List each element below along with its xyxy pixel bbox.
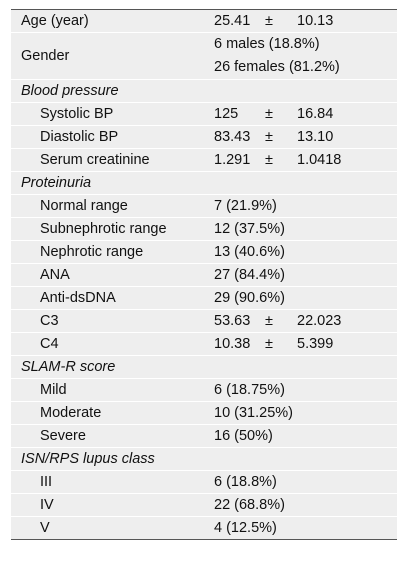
section-label: SLAM-R score [21, 359, 116, 375]
row-label: C4 [40, 336, 59, 352]
sd-value: 10.13 [297, 13, 334, 29]
row-label: Systolic BP [40, 106, 114, 122]
row-label: ANA [40, 267, 70, 283]
row-value: 6 males (18.8%) 26 females (81.2%) [214, 33, 397, 79]
plus-minus-sign: ± [265, 13, 273, 29]
table-row-systolic-bp: Systolic BP 125 ± 16.84 [11, 103, 397, 126]
table-row-serum-creatinine: Serum creatinine 1.291 ± 1.0418 [11, 149, 397, 172]
section-label: Proteinuria [21, 175, 92, 191]
row-label: Normal range [40, 198, 128, 214]
row-label: IV [40, 497, 54, 513]
row-value: 1.291 ± 1.0418 [214, 152, 397, 168]
plus-minus-sign: ± [265, 313, 273, 329]
row-value: 27 (84.4%) [214, 267, 285, 283]
section-header-isn-rps-lupus-class: ISN/RPS lupus class [11, 448, 397, 471]
table-row-diastolic-bp: Diastolic BP 83.43 ± 13.10 [11, 126, 397, 149]
section-header-proteinuria: Proteinuria [11, 172, 397, 195]
row-value: 125 ± 16.84 [214, 106, 397, 122]
plus-minus-sign: ± [265, 336, 273, 352]
row-value: 83.43 ± 13.10 [214, 129, 397, 145]
mean-value: 125 [214, 106, 239, 122]
row-label: Serum creatinine [40, 152, 150, 168]
row-label: Gender [21, 48, 70, 64]
table-row-age: Age (year) 25.41 ± 10.13 [11, 10, 397, 33]
mean-value: 1.291 [214, 152, 251, 168]
table-row-normal-range: Normal range 7 (21.9%) [11, 195, 397, 218]
row-value: 22 (68.8%) [214, 497, 285, 513]
row-label: Mild [40, 382, 67, 398]
row-label: C3 [40, 313, 59, 329]
table-row-c4: C4 10.38 ± 5.399 [11, 333, 397, 356]
row-label: Severe [40, 428, 86, 444]
section-label: ISN/RPS lupus class [21, 451, 155, 467]
plus-minus-sign: ± [265, 152, 273, 168]
table-row-anti-dsdna: Anti-dsDNA 29 (90.6%) [11, 287, 397, 310]
table-row-gender: Gender 6 males (18.8%) 26 females (81.2%… [11, 33, 397, 80]
gender-females: 26 females (81.2%) [214, 59, 340, 75]
row-label: Moderate [40, 405, 102, 421]
table-row-c3: C3 53.63 ± 22.023 [11, 310, 397, 333]
section-label: Blood pressure [21, 83, 119, 99]
row-value: 53.63 ± 22.023 [214, 313, 397, 329]
table-row-subnephrotic-range: Subnephrotic range 12 (37.5%) [11, 218, 397, 241]
table-row-class-v: V 4 (12.5%) [11, 517, 397, 539]
sd-value: 22.023 [297, 313, 342, 329]
row-value: 7 (21.9%) [214, 198, 277, 214]
sd-value: 13.10 [297, 129, 334, 145]
section-header-blood-pressure: Blood pressure [11, 80, 397, 103]
row-value: 10.38 ± 5.399 [214, 336, 397, 352]
row-value: 29 (90.6%) [214, 290, 285, 306]
sd-value: 16.84 [297, 106, 334, 122]
table-row-mild: Mild 6 (18.75%) [11, 379, 397, 402]
row-label: III [40, 474, 53, 490]
row-value: 10 (31.25%) [214, 405, 293, 421]
table-row-class-iii: III 6 (18.8%) [11, 471, 397, 494]
row-value: 16 (50%) [214, 428, 273, 444]
row-label: Anti-dsDNA [40, 290, 116, 306]
row-label: V [40, 520, 50, 536]
mean-value: 53.63 [214, 313, 251, 329]
characteristics-table: Age (year) 25.41 ± 10.13 Gender 6 males … [11, 9, 397, 540]
row-label: Diastolic BP [40, 129, 119, 145]
row-value: 13 (40.6%) [214, 244, 285, 260]
table-row-ana: ANA 27 (84.4%) [11, 264, 397, 287]
sd-value: 1.0418 [297, 152, 342, 168]
row-value: 6 (18.8%) [214, 474, 277, 490]
table-row-severe: Severe 16 (50%) [11, 425, 397, 448]
row-value: 12 (37.5%) [214, 221, 285, 237]
row-value: 4 (12.5%) [214, 520, 277, 536]
row-value: 6 (18.75%) [214, 382, 285, 398]
row-label: Nephrotic range [40, 244, 144, 260]
mean-value: 10.38 [214, 336, 251, 352]
row-label: Subnephrotic range [40, 221, 167, 237]
row-label: Age (year) [21, 13, 89, 29]
table-row-class-iv: IV 22 (68.8%) [11, 494, 397, 517]
mean-value: 25.41 [214, 13, 251, 29]
plus-minus-sign: ± [265, 129, 273, 145]
section-header-slam-r-score: SLAM-R score [11, 356, 397, 379]
plus-minus-sign: ± [265, 106, 273, 122]
mean-value: 83.43 [214, 129, 251, 145]
row-value: 25.41 ± 10.13 [214, 13, 397, 29]
table-row-moderate: Moderate 10 (31.25%) [11, 402, 397, 425]
table-row-nephrotic-range: Nephrotic range 13 (40.6%) [11, 241, 397, 264]
sd-value: 5.399 [297, 336, 334, 352]
gender-males: 6 males (18.8%) [214, 36, 320, 52]
